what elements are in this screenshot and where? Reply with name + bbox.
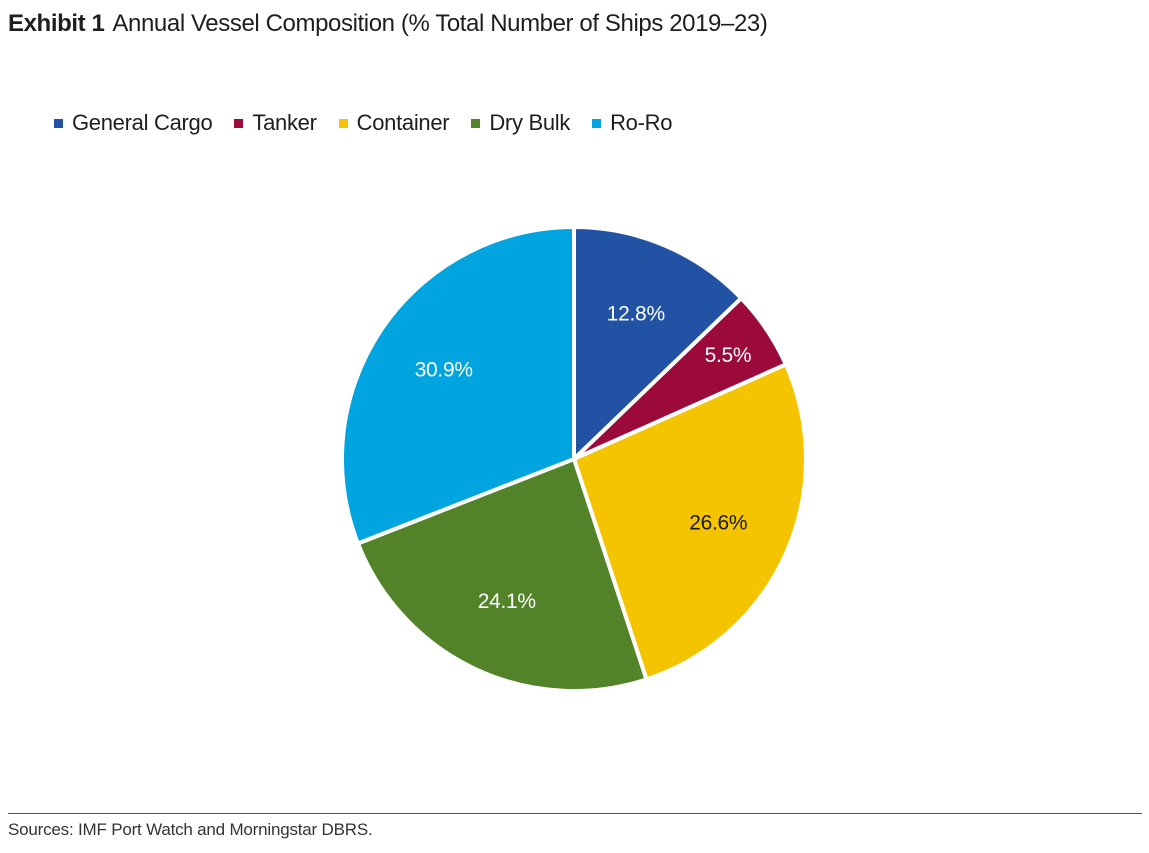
legend-item: Tanker <box>234 108 317 138</box>
slice-data-label: 12.8% <box>607 302 665 325</box>
legend-label: Dry Bulk <box>489 110 571 135</box>
chart-title: Exhibit 1 Annual Vessel Composition (% To… <box>8 8 768 40</box>
pie-slice-container <box>572 362 808 682</box>
legend-item: Container <box>338 108 450 138</box>
chart-legend: General Cargo Tanker Container Dry Bulk Ro-R… <box>54 108 694 138</box>
legend-label: General Cargo <box>72 110 213 135</box>
legend-item: General Cargo <box>54 108 213 138</box>
exhibit-number: Exhibit 1 <box>8 10 105 37</box>
footer-divider <box>8 813 1142 814</box>
legend-item: Dry Bulk <box>471 108 570 138</box>
legend-swatch <box>592 118 602 128</box>
legend-swatch <box>471 118 481 128</box>
slice-data-label: 30.9% <box>415 359 473 382</box>
legend-swatch <box>338 118 348 128</box>
legend-label: Container <box>356 110 450 135</box>
legend-label: Tanker <box>252 110 317 135</box>
exhibit-title: Annual Vessel Composition (% Total Numbe… <box>112 10 768 37</box>
pie-slice-ro-ro <box>339 225 576 546</box>
slice-data-label: 26.6% <box>689 511 747 534</box>
legend-item: Ro-Ro <box>592 108 672 138</box>
source-note: Sources: IMF Port Watch and Morningstar … <box>8 820 373 839</box>
legend-swatch <box>54 118 63 128</box>
legend-label: Ro-Ro <box>610 110 673 135</box>
slice-data-label: 24.1% <box>478 590 536 613</box>
pie-slice-general-cargo <box>572 225 744 461</box>
slice-data-label: 5.5% <box>705 344 752 367</box>
legend-swatch <box>234 118 244 128</box>
